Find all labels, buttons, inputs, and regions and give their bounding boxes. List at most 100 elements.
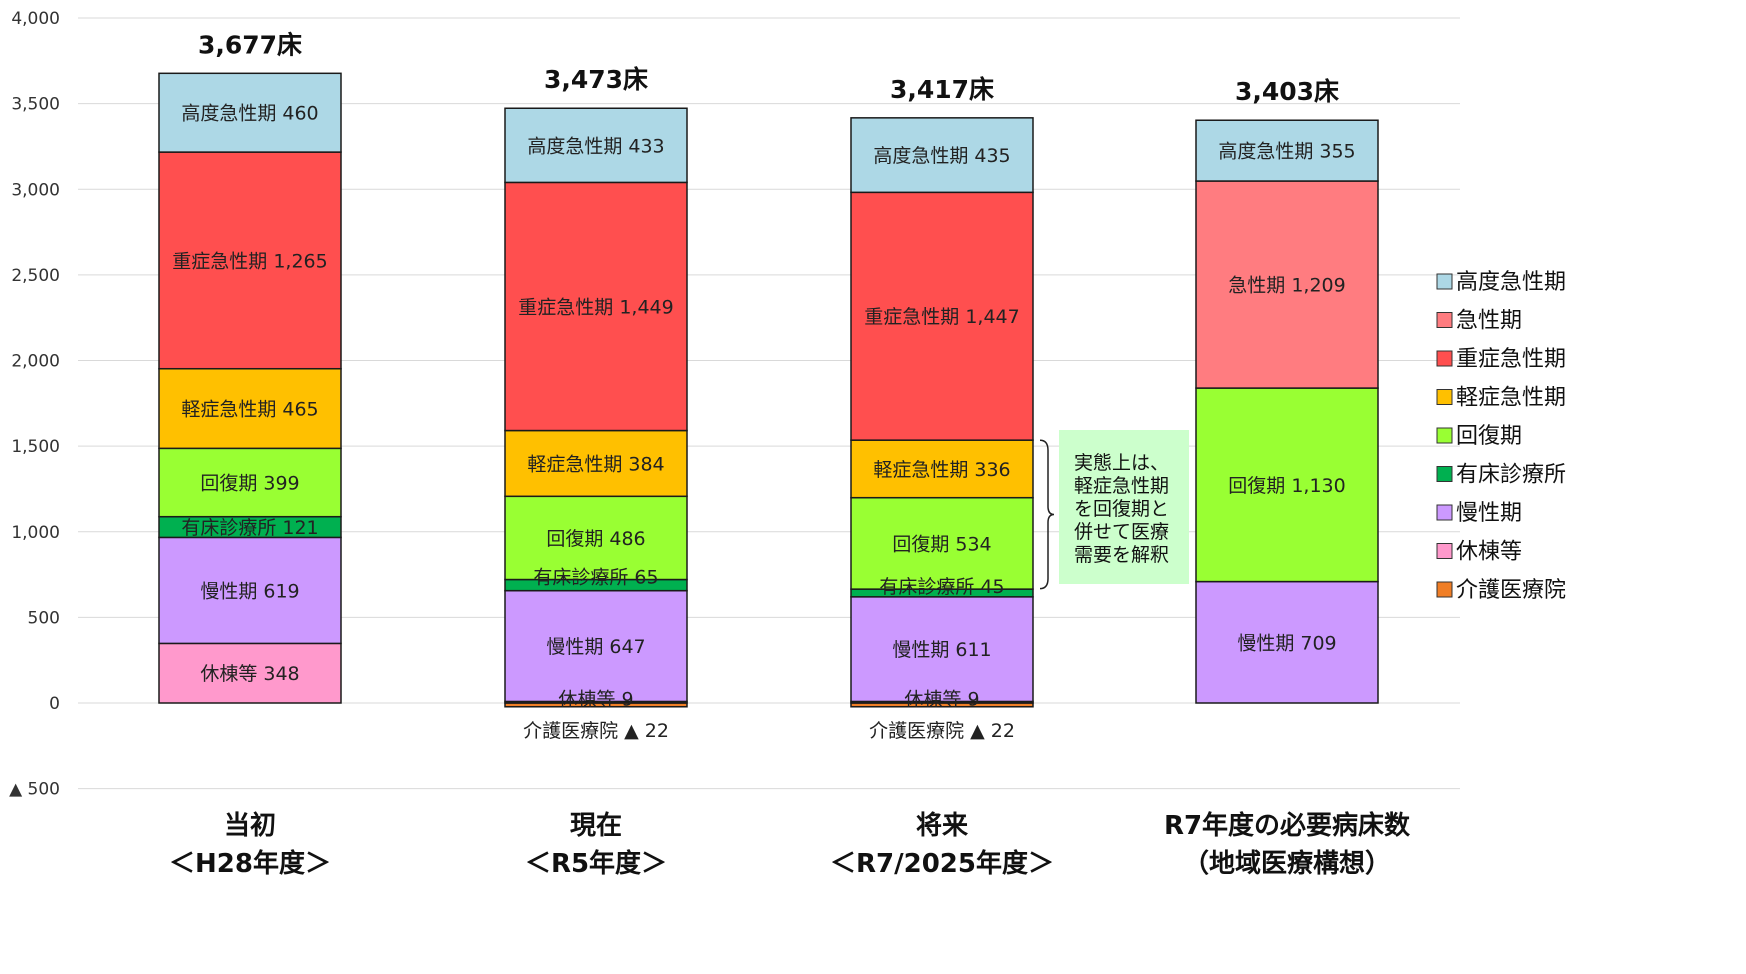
bar-segment [504, 495, 688, 581]
segment-label: 休棟等 9 [558, 688, 633, 710]
bar-segment [504, 181, 688, 432]
segment-label: 軽症急性期 384 [527, 453, 664, 475]
segment-label: 高度急性期 355 [1218, 141, 1355, 163]
legend-swatch [1436, 350, 1453, 367]
legend-swatch [1436, 273, 1453, 290]
y-tick-label: 3,500 [11, 95, 60, 115]
legend-swatch [1436, 504, 1453, 521]
y-tick-label: 1,000 [11, 523, 60, 543]
y-tick-label: 2,500 [11, 266, 60, 286]
segment-label: 重症急性期 1,447 [864, 306, 1019, 328]
legend-label: 慢性期 [1456, 501, 1522, 526]
bar-total-label: 3,417床 [890, 75, 994, 104]
bar-segment [1195, 580, 1379, 704]
bar-segment [158, 151, 342, 370]
segment-label: 介護医療院 ▲ 22 [523, 720, 669, 742]
category-label: ＜R7/2025年度＞ [830, 848, 1054, 879]
annotation-text: を回復期と [1074, 498, 1169, 520]
y-tick-label: 3,000 [11, 180, 60, 200]
bar-segment [1195, 387, 1379, 583]
segment-label: 軽症急性期 465 [181, 399, 318, 421]
segment-label: 介護医療院 ▲ 22 [869, 720, 1015, 742]
y-tick-label: ▲ 500 [9, 780, 60, 800]
bar-total-label: 3,473床 [544, 65, 648, 94]
bar-segment [504, 429, 688, 498]
segment-label: 回復期 534 [892, 533, 991, 555]
segment-label: 回復期 399 [200, 473, 299, 495]
category-label: 現在 [570, 811, 622, 841]
legend-swatch [1436, 312, 1453, 328]
bar-segment [850, 496, 1034, 590]
category-label: 当初 [224, 811, 276, 841]
annotation-text: 需要を解釈 [1074, 544, 1169, 566]
legend-label: 重症急性期 [1456, 347, 1566, 372]
bar-total-label: 3,403床 [1235, 77, 1339, 106]
bar-segment [158, 72, 342, 153]
legend-label: 軽症急性期 [1456, 386, 1566, 411]
segment-label: 慢性期 647 [546, 636, 645, 658]
segment-label: 回復期 486 [546, 528, 645, 550]
bar-segment [850, 439, 1034, 499]
annotation-text: 併せて医療 [1074, 521, 1169, 543]
y-tick-label: 2,000 [11, 352, 60, 372]
bar-segment [158, 367, 342, 450]
segment-label: 有床診療所 65 [533, 567, 658, 589]
category-label: （地域医療構想） [1183, 849, 1391, 879]
legend-label: 休棟等 [1456, 540, 1522, 565]
legend-swatch [1436, 427, 1453, 444]
legend-swatch [1436, 581, 1453, 598]
segment-label: 急性期 1,209 [1228, 275, 1345, 297]
category-label: ＜H28年度＞ [169, 848, 331, 879]
legend-label: 急性期 [1456, 309, 1522, 334]
segment-label: 回復期 1,130 [1228, 475, 1345, 497]
bar-segment [158, 447, 342, 518]
segment-label: 重症急性期 1,449 [518, 296, 673, 318]
y-tick-label: 1,500 [11, 437, 60, 457]
segment-label: 高度急性期 433 [527, 135, 664, 157]
category-label: ＜R5年度＞ [525, 848, 667, 879]
annotation-text: 軽症急性期 [1074, 475, 1169, 497]
category-label: R7年度の必要病床数 [1164, 810, 1411, 841]
y-tick-label: 4,000 [11, 9, 60, 29]
annotation-text: 実態上は、 [1074, 452, 1169, 474]
bars [158, 72, 1379, 708]
legend-label: 介護医療院 [1456, 578, 1566, 603]
y-tick-label: 500 [28, 608, 60, 628]
segment-label: 高度急性期 435 [873, 145, 1010, 167]
bar-segment [158, 536, 342, 645]
bar-segment [504, 589, 688, 703]
segment-label: 慢性期 709 [1237, 632, 1336, 654]
segment-label: 有床診療所 45 [879, 576, 1004, 598]
bar-segment [850, 117, 1034, 194]
bar-totals: 3,677床 3,473床 3,417床 3,403床 [198, 30, 1339, 106]
legend-label: 高度急性期 [1456, 270, 1566, 295]
category-labels: 当初 ＜H28年度＞ 現在 ＜R5年度＞ 将来 ＜R7/2025年度＞ R7年度の必要病床数… [169, 810, 1411, 879]
bar-segment [504, 107, 688, 184]
bar-segment [1195, 119, 1379, 182]
annotation-box [1059, 430, 1189, 584]
segment-label: 軽症急性期 336 [873, 459, 1010, 481]
segment-labels: 休棟等 348 慢性期 619 有床診療所 121 回復期 399 軽症急性期 465 重… [172, 103, 1355, 742]
legend-swatch [1436, 543, 1453, 559]
legend-label: 有床診療所 [1456, 463, 1566, 488]
segment-label: 慢性期 611 [892, 639, 991, 661]
segment-label: 休棟等 348 [200, 663, 299, 685]
y-axis: ▲ 500 0 500 1,000 1,500 2,000 2,500 3,000 3,500 4… [9, 9, 60, 800]
legend-swatch [1436, 389, 1453, 405]
legend-swatch [1436, 466, 1453, 482]
segment-label: 慢性期 619 [200, 580, 299, 602]
bar-total-label: 3,677床 [198, 30, 302, 59]
annotation-bracket [1039, 439, 1055, 590]
bar-segment [850, 596, 1034, 703]
legend-label: 回復期 [1456, 424, 1522, 449]
bar-segment [1195, 180, 1379, 389]
segment-label: 休棟等 9 [904, 688, 979, 710]
segment-label: 重症急性期 1,265 [172, 250, 327, 272]
category-label: 将来 [916, 811, 969, 841]
segment-label: 高度急性期 460 [181, 103, 318, 125]
y-tick-label: 0 [49, 694, 60, 714]
segment-label: 有床診療所 121 [181, 517, 318, 539]
